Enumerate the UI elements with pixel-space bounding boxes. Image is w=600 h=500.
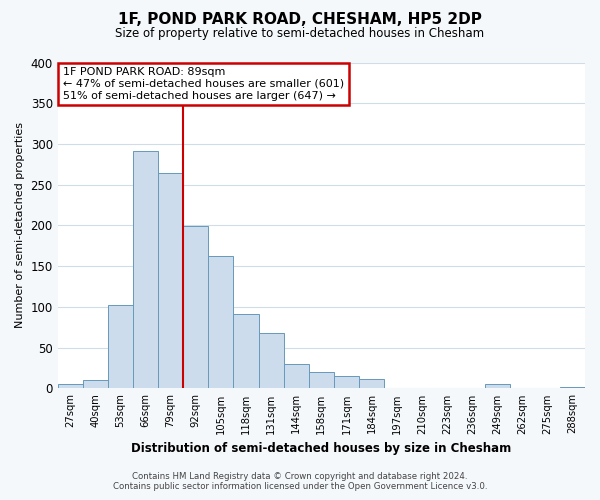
Bar [309, 372, 334, 388]
Bar [259, 333, 284, 388]
Text: Size of property relative to semi-detached houses in Chesham: Size of property relative to semi-detach… [115, 28, 485, 40]
Bar [560, 387, 585, 388]
Text: 1F, POND PARK ROAD, CHESHAM, HP5 2DP: 1F, POND PARK ROAD, CHESHAM, HP5 2DP [118, 12, 482, 28]
Bar [334, 376, 359, 388]
Bar [183, 226, 208, 388]
X-axis label: Distribution of semi-detached houses by size in Chesham: Distribution of semi-detached houses by … [131, 442, 511, 455]
Text: 1F POND PARK ROAD: 89sqm
← 47% of semi-detached houses are smaller (601)
51% of : 1F POND PARK ROAD: 89sqm ← 47% of semi-d… [63, 68, 344, 100]
Text: Contains HM Land Registry data © Crown copyright and database right 2024.
Contai: Contains HM Land Registry data © Crown c… [113, 472, 487, 491]
Bar [485, 384, 509, 388]
Bar [359, 378, 384, 388]
Y-axis label: Number of semi-detached properties: Number of semi-detached properties [15, 122, 25, 328]
Bar [133, 150, 158, 388]
Bar [58, 384, 83, 388]
Bar [108, 304, 133, 388]
Bar [233, 314, 259, 388]
Bar [83, 380, 108, 388]
Bar [208, 256, 233, 388]
Bar [158, 172, 183, 388]
Bar [284, 364, 309, 388]
